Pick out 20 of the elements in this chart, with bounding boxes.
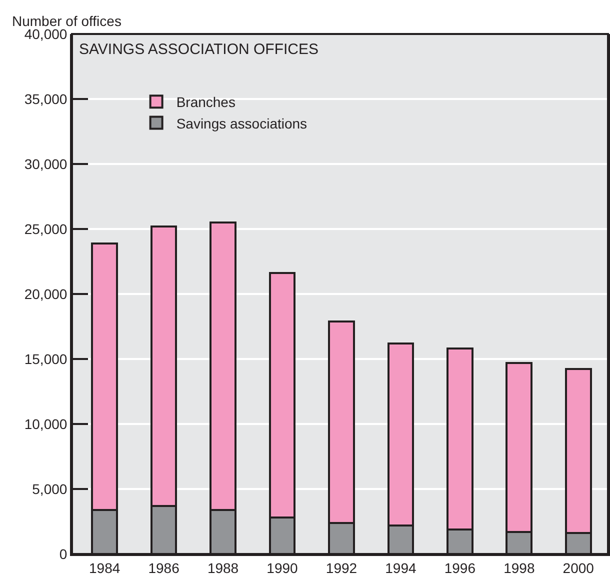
- y-tick-label: 5,000: [32, 480, 68, 497]
- x-tick-label: 1986: [148, 560, 180, 576]
- x-tick-label: 2000: [562, 560, 594, 576]
- y-tick-label: 10,000: [24, 416, 68, 432]
- y-tick-label: 25,000: [24, 220, 68, 237]
- text: SAVINGS ASSOCIATION OFFICES: [79, 41, 318, 58]
- x-tick-label: 1984: [88, 560, 120, 576]
- legend-label: Branches: [176, 94, 236, 110]
- y-tick-label: 15,000: [24, 350, 68, 367]
- x-tick-label: 1990: [266, 560, 298, 576]
- x-tick-label: 1992: [326, 560, 358, 576]
- y-tick-label: 0: [59, 546, 68, 562]
- y-tick-label: 30,000: [24, 156, 68, 172]
- x-tick-label: 1988: [207, 560, 239, 576]
- x-tick-label: 1994: [385, 560, 416, 576]
- x-tick-label: 1998: [504, 560, 535, 576]
- legend-label: Savings associations: [176, 115, 308, 132]
- y-tick-label: 35,000: [24, 90, 68, 107]
- y-tick-label: 20,000: [24, 286, 68, 302]
- x-tick-label: 1996: [444, 560, 476, 576]
